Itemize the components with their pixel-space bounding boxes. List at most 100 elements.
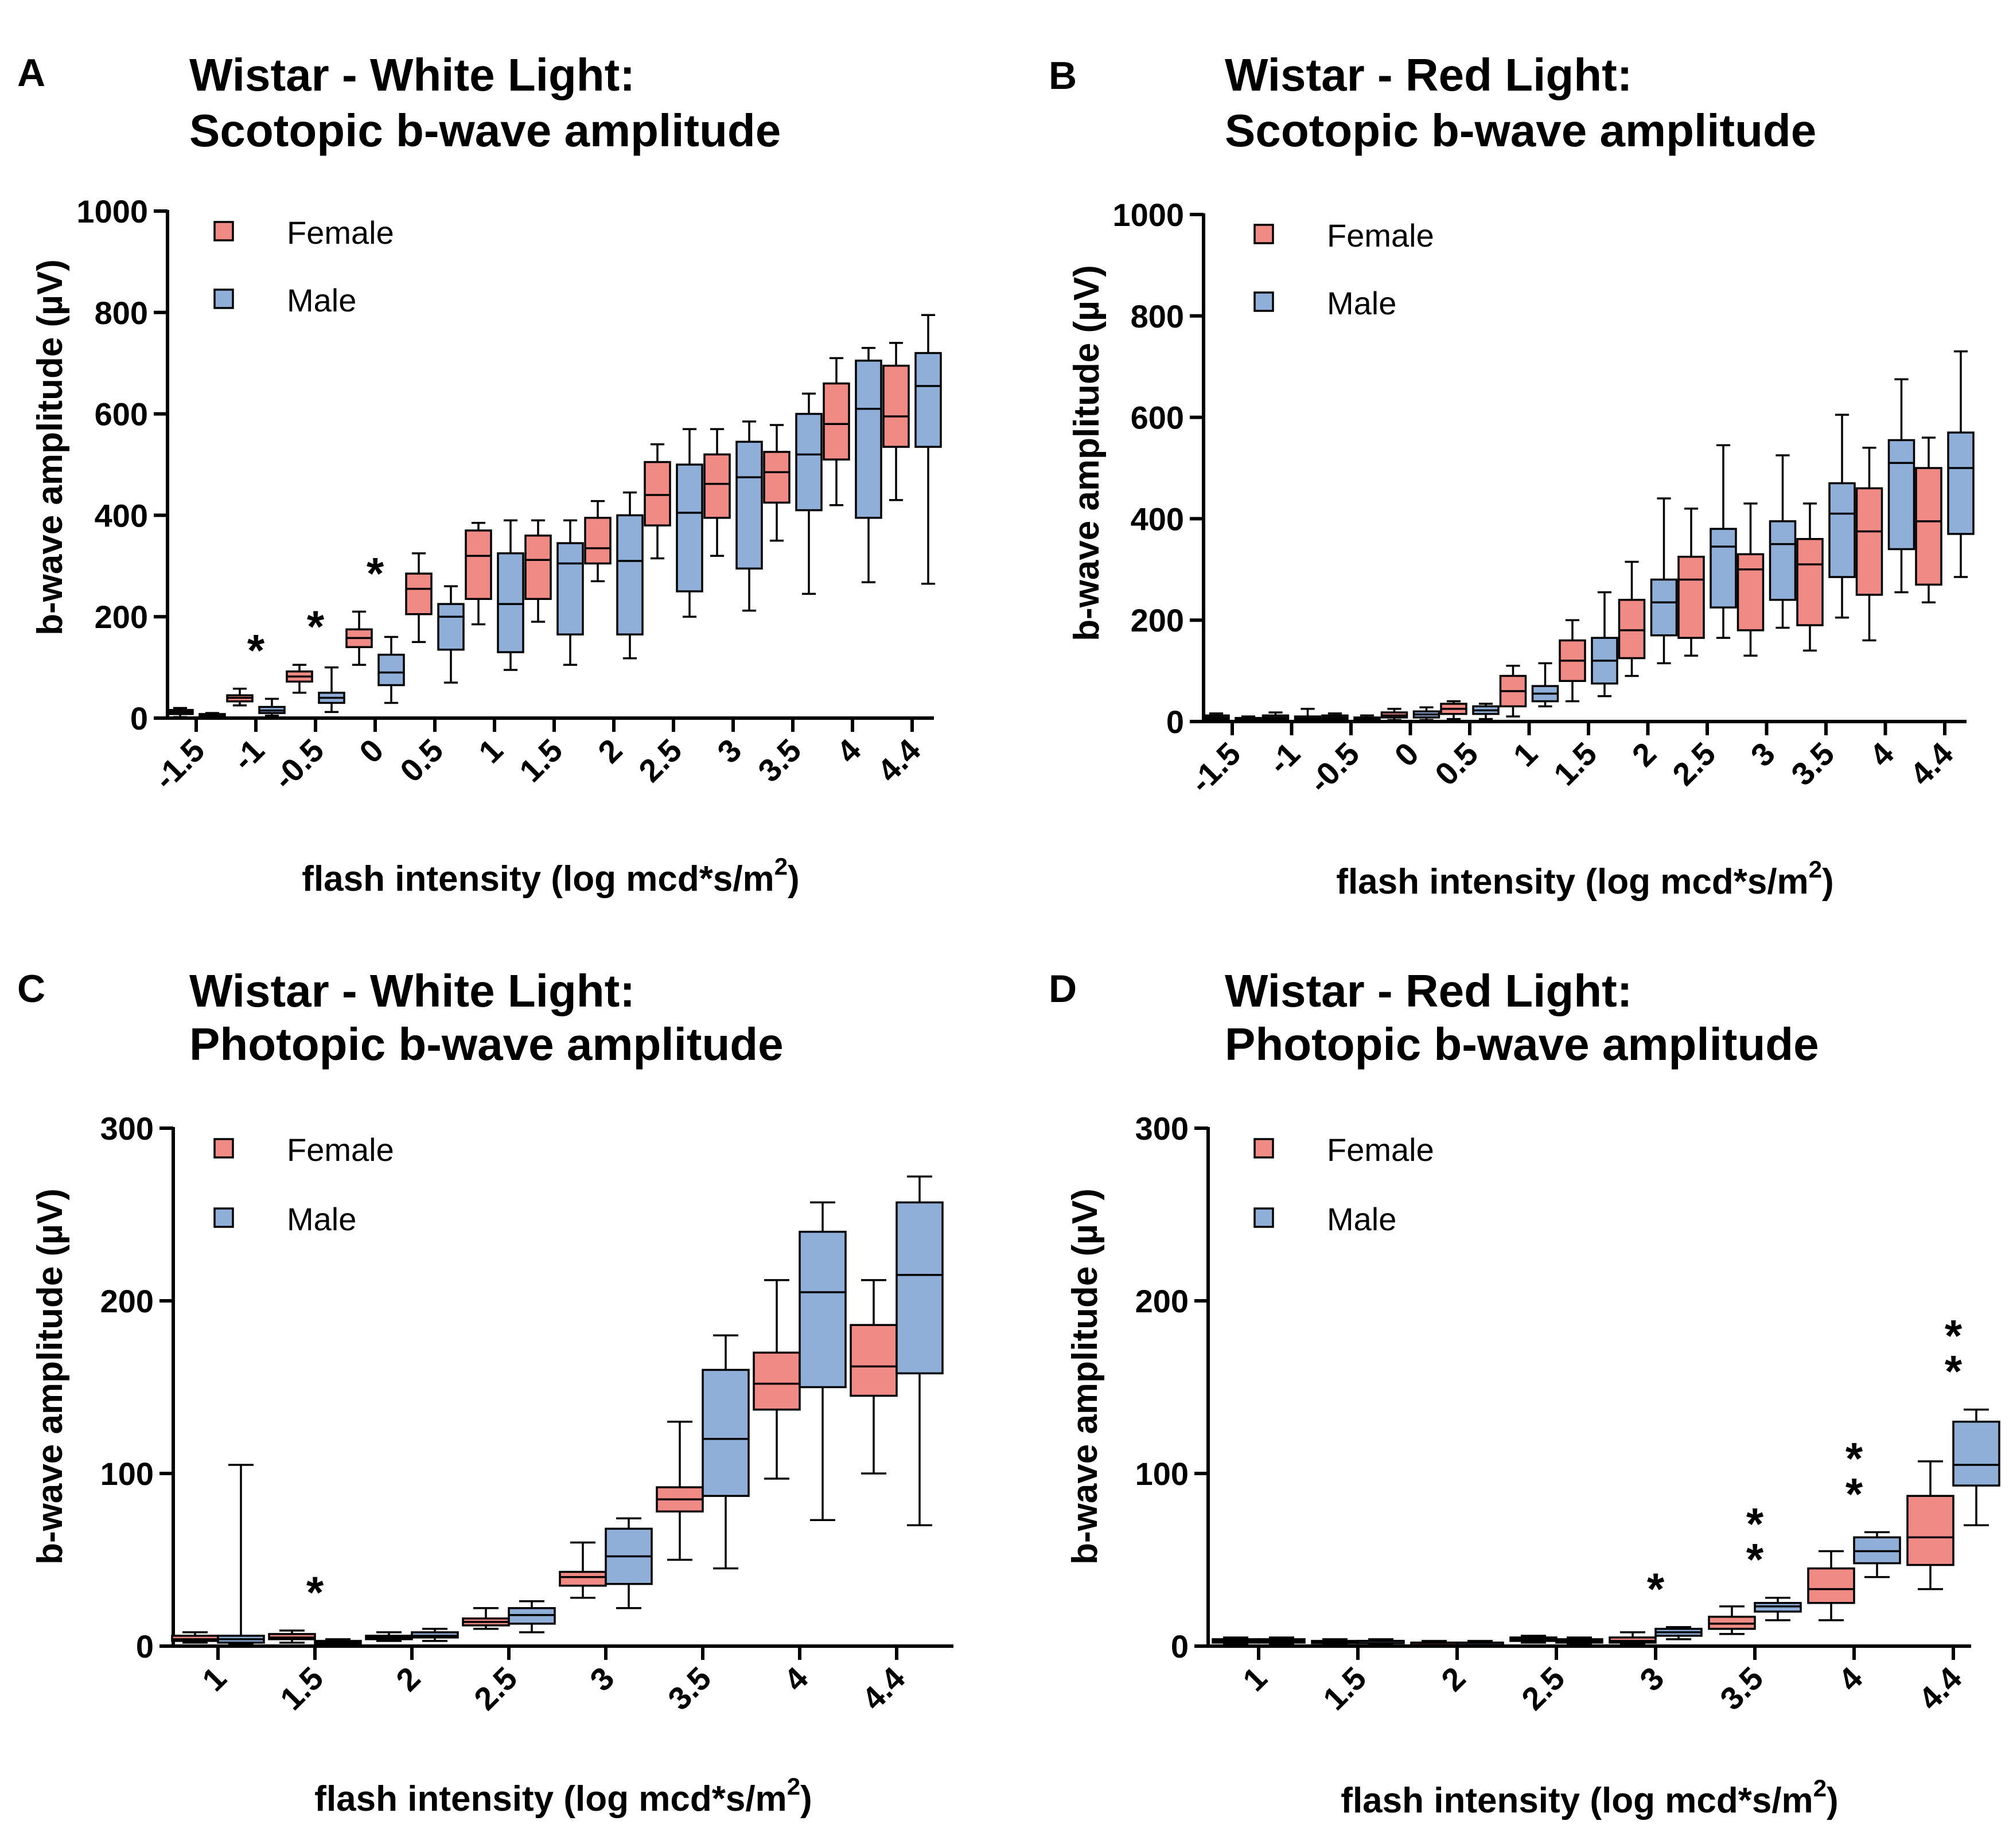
x-tick-label: 3.5: [1713, 1660, 1770, 1717]
x-tick-label: 4: [1862, 735, 1901, 774]
box-iqr-female: [644, 461, 671, 527]
x-tick-label: 0: [352, 732, 391, 770]
x-tick-label: 4: [830, 732, 868, 770]
x-axis-label-superscript: 2: [787, 1773, 800, 1800]
box-male: [1947, 350, 1975, 578]
box-iqr-female: [763, 451, 791, 504]
box-male: [605, 1517, 653, 1609]
x-axis-label: flash intensity (log mcd*s/m2): [1336, 856, 1833, 902]
x-tick-label: 1: [195, 1660, 233, 1698]
box-iqr-male: [497, 552, 524, 653]
y-tick-label: 300: [1135, 1110, 1189, 1147]
box-female: [1212, 1636, 1260, 1646]
box-iqr-female: [823, 382, 850, 461]
legend-swatch-female: [213, 221, 234, 241]
box-female: [1311, 1638, 1359, 1646]
box-male: [735, 420, 763, 612]
box-female: [171, 1631, 219, 1644]
box-iqr-male: [799, 1230, 847, 1389]
legend-swatch-female: [1253, 224, 1274, 244]
y-tick-label: 1000: [1112, 197, 1184, 233]
box-iqr-male: [1710, 528, 1737, 609]
box-male: [437, 585, 465, 684]
y-tick-label: 200: [1131, 602, 1184, 638]
x-tick-label: 4.4: [855, 1660, 912, 1717]
box-male: [1357, 1638, 1405, 1646]
panel-label: B: [1049, 54, 1077, 98]
x-tick-label: -0.5: [266, 732, 331, 797]
box-male: [1555, 1636, 1603, 1646]
x-tick-label: -1.5: [1183, 735, 1248, 800]
box-iqr-male: [1947, 431, 1975, 535]
box-iqr-female: [882, 364, 910, 448]
box-male: [1531, 662, 1559, 708]
box-iqr-female: [524, 535, 552, 601]
box-male: [1654, 1626, 1703, 1640]
box-female: [559, 1541, 607, 1599]
box-male: [1828, 414, 1856, 619]
legend: Female Male: [213, 215, 394, 318]
x-tick-label: 4.4: [870, 732, 928, 789]
box-female: [1509, 1635, 1558, 1644]
chart-title-line1: Wistar - White Light:: [189, 965, 635, 1016]
box-iqr-female: [465, 529, 492, 601]
box-female: [1906, 1460, 1954, 1590]
box-male: [799, 1201, 847, 1522]
box-male: [497, 519, 524, 671]
box-female: [644, 443, 671, 560]
box-female: [365, 1631, 413, 1642]
x-tick-label: 4.4: [1911, 1660, 1969, 1717]
box-male: [314, 1638, 362, 1646]
box-iqr-female: [1807, 1567, 1855, 1604]
x-tick-label: -1: [1261, 735, 1307, 781]
box-iqr-male: [795, 412, 823, 512]
box-female: [166, 707, 194, 718]
legend-label: Female: [287, 215, 394, 251]
chart-title-line2: Scotopic b-wave amplitude: [1225, 105, 1816, 156]
box-iqr-male: [702, 1369, 750, 1497]
y-tick-label: 300: [100, 1110, 154, 1147]
box-iqr-male: [556, 542, 584, 636]
box-iqr-male: [1887, 439, 1915, 551]
box-female: [1559, 619, 1586, 703]
x-tick-label: 1.5: [512, 732, 570, 789]
y-axis-label: b-wave amplitude (µV): [1067, 265, 1107, 641]
box-male: [1235, 715, 1262, 722]
legend-label: Male: [1327, 1201, 1396, 1237]
box-female: [345, 610, 373, 666]
box-male: [1853, 1531, 1901, 1578]
box-female: [850, 1279, 898, 1475]
chart-title-line2: Scotopic b-wave amplitude: [189, 105, 781, 156]
legend-label: Female: [1327, 1132, 1434, 1168]
significance-marker: *: [247, 625, 265, 676]
box-male: [1412, 706, 1440, 722]
x-tick-label: 1.5: [1547, 735, 1604, 793]
box-female: [462, 1607, 510, 1630]
box-male: [1952, 1408, 2000, 1527]
box-female: [763, 424, 791, 542]
box-male: [1591, 591, 1618, 697]
legend-swatch-male: [1253, 1207, 1274, 1228]
significance-marker: *: [1945, 1311, 1963, 1361]
y-axis-label: b-wave amplitude (µV): [1065, 1188, 1105, 1565]
x-axis-label-main: flash intensity (log mcd*s/m: [314, 1779, 786, 1819]
box-female: [1807, 1550, 1855, 1621]
chart-title-line2: Photopic b-wave amplitude: [189, 1019, 784, 1070]
box-female: [1796, 502, 1824, 652]
box-iqr-male: [1650, 578, 1678, 637]
box-female: [1202, 712, 1230, 722]
x-tick-label: 3: [583, 1660, 621, 1698]
significance-marker: *: [1746, 1534, 1764, 1585]
x-tick-label: 3: [1633, 1660, 1671, 1698]
y-tick-label: 1000: [76, 193, 148, 229]
significance-marker: *: [306, 1567, 324, 1617]
box-female: [1915, 436, 1942, 604]
box-female: [1609, 1631, 1657, 1646]
legend-label: Male: [287, 282, 356, 318]
box-iqr-male: [377, 653, 405, 687]
box-iqr-male: [735, 440, 763, 570]
significance-marker: *: [1945, 1346, 1963, 1397]
box-male: [1769, 454, 1797, 629]
box-iqr-male: [895, 1201, 944, 1375]
